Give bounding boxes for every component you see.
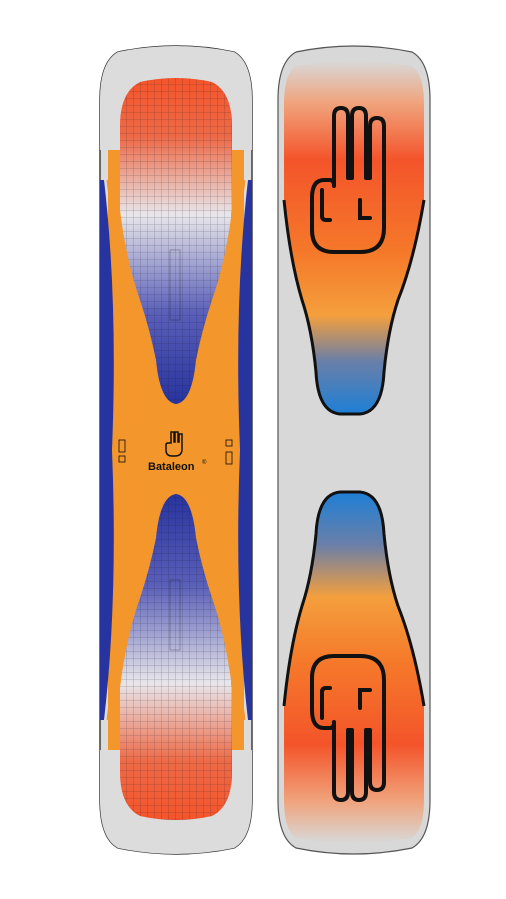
- left-snowboard-topsheet: Bataleon ®: [99, 45, 253, 855]
- trademark-symbol: ®: [202, 459, 207, 466]
- right-board-top-panel: [282, 61, 426, 416]
- right-snowboard-base: [277, 45, 431, 855]
- left-board-top-panel: [120, 78, 232, 404]
- left-board-bottom-panel: [120, 494, 232, 820]
- hand-logo-icon: [310, 106, 386, 254]
- left-board-small-label-right: [225, 439, 233, 465]
- left-board-small-label-left: [118, 439, 126, 463]
- hand-logo-icon: [310, 654, 386, 802]
- hand-logo-icon: [165, 431, 183, 457]
- right-board-bottom-panel: [282, 490, 426, 843]
- brand-wordmark: Bataleon: [148, 461, 195, 473]
